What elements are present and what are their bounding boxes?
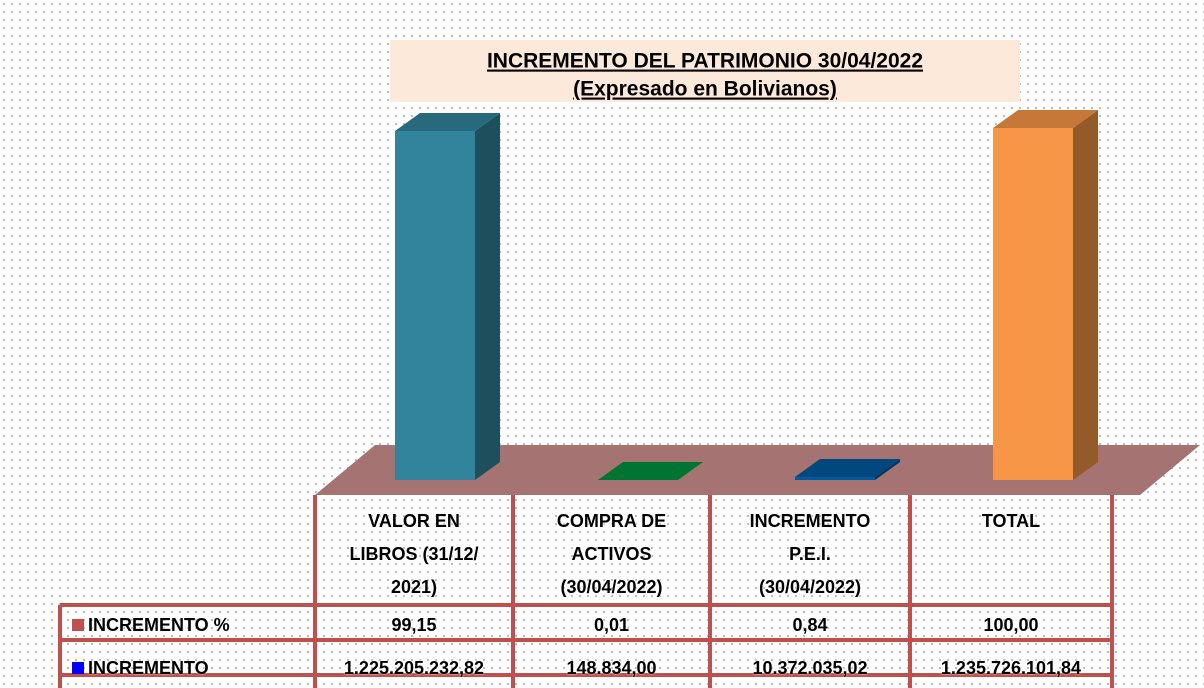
legend-entry: INCREMENTO % xyxy=(72,610,312,640)
bar-top xyxy=(598,461,703,480)
value-label: 1.225.205.232,82 xyxy=(343,658,485,678)
bar xyxy=(795,477,875,480)
bar-top xyxy=(993,110,1098,128)
value-label: 0,84 xyxy=(792,615,828,635)
value-label: 148.834,00 xyxy=(566,658,657,678)
legend-swatch xyxy=(72,619,84,631)
bar-top xyxy=(395,112,500,131)
legend-swatch xyxy=(72,662,84,674)
bar-side xyxy=(1073,110,1098,480)
title-box xyxy=(390,40,1020,102)
value-label: 99,15 xyxy=(391,615,437,635)
bar xyxy=(395,130,475,480)
chart-title: INCREMENTO DEL PATRIMONIO 30/04/2022 xyxy=(487,50,923,73)
value-label: 10.372.035,02 xyxy=(752,658,868,678)
bar-top xyxy=(795,459,900,478)
bar-side xyxy=(875,459,900,480)
category-label: INCREMENTO P.E.I. (30/04/2022) xyxy=(749,511,871,597)
value-label: 1.235.726.101,84 xyxy=(940,658,1082,678)
value-label: 100,00 xyxy=(983,615,1039,635)
category-label: VALOR EN LIBROS (31/12/ 2021) xyxy=(349,511,479,597)
category-label: COMPRA DE ACTIVOS (30/04/2022) xyxy=(556,511,667,597)
category-label: TOTAL xyxy=(981,511,1041,531)
chart-subtitle: (Expresado en Bolivianos) xyxy=(573,78,837,101)
floor xyxy=(315,445,1200,495)
legend-label: INCREMENTO xyxy=(88,658,209,678)
bar-side xyxy=(475,112,500,480)
bar-side xyxy=(678,461,703,480)
legend-label: INCREMENTO % xyxy=(88,615,230,635)
legend-entry: INCREMENTO xyxy=(72,653,312,683)
value-label: 0,01 xyxy=(593,615,630,635)
bar xyxy=(993,128,1073,480)
